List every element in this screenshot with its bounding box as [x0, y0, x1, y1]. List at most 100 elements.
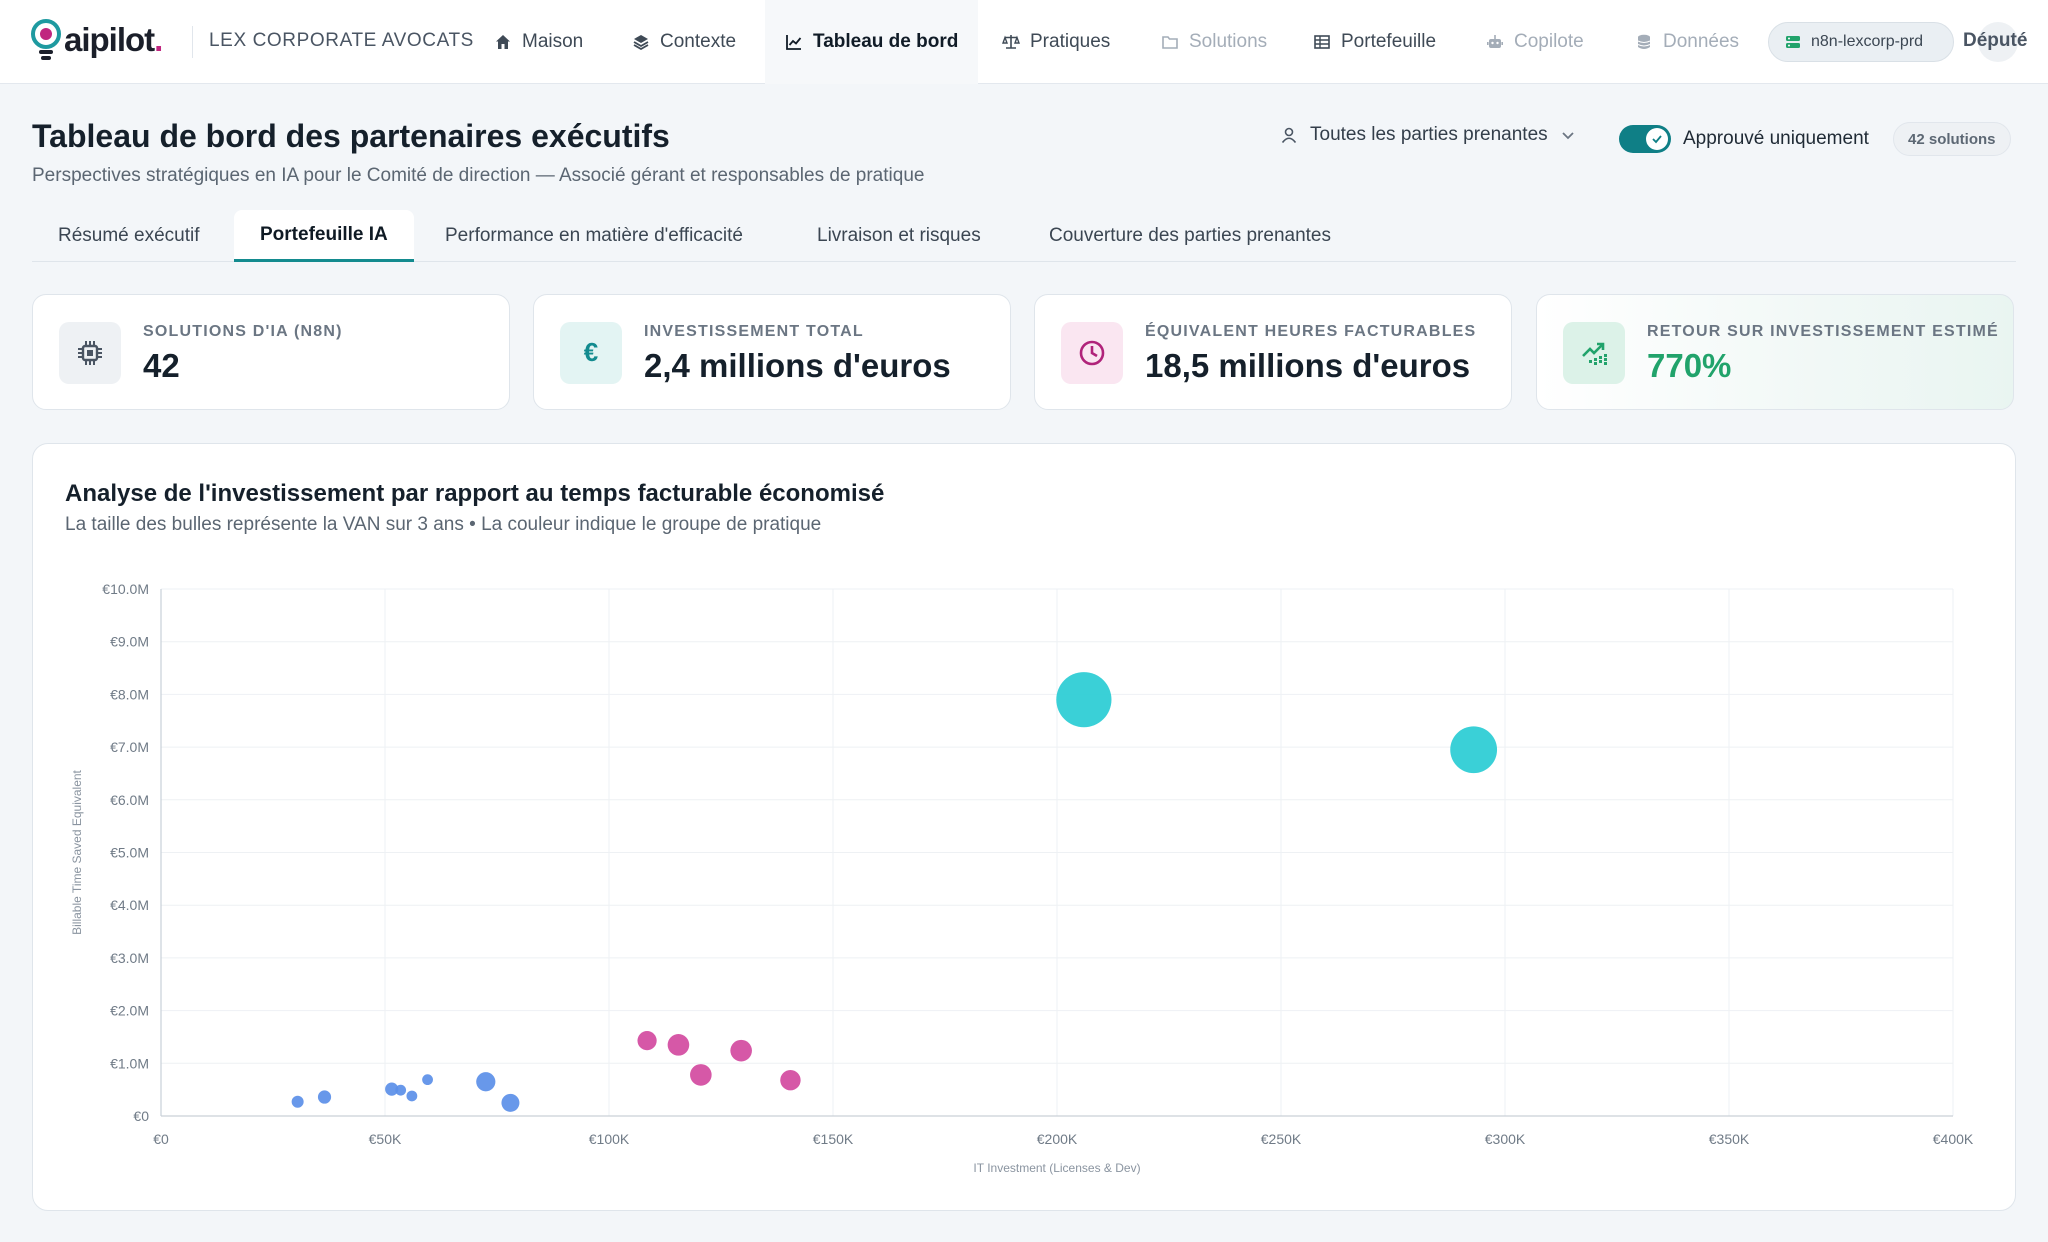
bubble-point — [501, 1093, 520, 1112]
tab-performance-efficacite[interactable]: Performance en matière d'efficacité — [445, 225, 743, 246]
bubble-point — [637, 1031, 657, 1051]
x-tick-label: €0 — [153, 1131, 169, 1147]
bubble-point — [317, 1090, 332, 1104]
bubble-point — [730, 1039, 752, 1062]
stakeholder-filter-dropdown[interactable]: Toutes les parties prenantes — [1280, 124, 1576, 146]
environment-label: n8n-lexcorp-prd — [1811, 33, 1924, 50]
y-tick-label: €1.0M — [110, 1055, 149, 1071]
x-tick-label: €300K — [1485, 1131, 1526, 1147]
y-tick-label: €7.0M — [110, 739, 149, 755]
chart-subtitle: La taille des bulles représente la VAN s… — [65, 514, 822, 535]
chevron-down-icon — [1562, 132, 1574, 140]
cpu-icon — [59, 322, 121, 384]
x-tick-label: €250K — [1261, 1131, 1302, 1147]
logo-wordmark: aipilot. — [64, 21, 163, 58]
kpi-value: 2,4 millions d'euros — [644, 347, 951, 384]
y-tick-label: €5.0M — [110, 845, 149, 861]
scale-icon — [1002, 35, 1020, 49]
bubble-point — [385, 1082, 399, 1096]
x-tick-label: €350K — [1709, 1131, 1750, 1147]
kpi-value: 42 — [143, 347, 180, 384]
y-tick-label: €3.0M — [110, 950, 149, 966]
solutions-count-badge: 42 solutions — [1893, 122, 2011, 156]
svg-text:€: € — [584, 338, 598, 367]
chart-line-icon — [786, 35, 802, 50]
investment-vs-billable-chart-card: Analyse de l'investissement par rapport … — [32, 443, 2016, 1211]
y-tick-label: €9.0M — [110, 634, 149, 650]
y-tick-label: €2.0M — [110, 1003, 149, 1019]
kpi-card-heures-facturables: ÉQUIVALENT HEURES FACTURABLES 18,5 milli… — [1034, 294, 1512, 410]
tab-livraison-risques[interactable]: Livraison et risques — [817, 225, 981, 246]
bubble-point — [690, 1064, 712, 1086]
y-tick-label: €10.0M — [102, 581, 149, 597]
brand-logo[interactable]: aipilot. — [30, 18, 163, 62]
bubble-point — [780, 1069, 801, 1091]
lightbulb-logo-icon — [30, 18, 62, 62]
environment-selector[interactable]: n8n-lexcorp-prd — [1768, 22, 1954, 62]
kpi-card-investissement: € INVESTISSEMENT TOTAL 2,4 millions d'eu… — [533, 294, 1011, 410]
server-icon — [1786, 36, 1800, 48]
nav-item-donnees[interactable]: Données — [1635, 0, 1739, 84]
x-tick-label: €50K — [369, 1131, 402, 1147]
y-tick-label: €0 — [133, 1108, 149, 1124]
kpi-label: RETOUR SUR INVESTISSEMENT ESTIMÉ — [1647, 323, 1999, 340]
kpi-label: INVESTISSEMENT TOTAL — [644, 323, 864, 340]
bubble-point — [406, 1090, 418, 1102]
database-icon — [1637, 34, 1651, 49]
home-icon — [496, 35, 510, 49]
tab-portefeuille-ia[interactable]: Portefeuille IA — [234, 210, 414, 262]
y-axis-title: Billable Time Saved Equivalent — [70, 769, 84, 934]
kpi-label: SOLUTIONS D'IA (N8N) — [143, 323, 343, 340]
nav-item-portefeuille[interactable]: Portefeuille — [1313, 0, 1436, 84]
kpi-label: ÉQUIVALENT HEURES FACTURABLES — [1145, 323, 1477, 340]
chart-title: Analyse de l'investissement par rapport … — [65, 480, 885, 507]
robot-icon — [1487, 35, 1503, 48]
folder-icon — [1162, 36, 1178, 49]
x-tick-label: €400K — [1933, 1131, 1974, 1147]
nav-item-maison[interactable]: Maison — [494, 0, 583, 84]
tab-couverture-parties-prenantes[interactable]: Couverture des parties prenantes — [1049, 225, 1331, 246]
euro-icon: € — [560, 322, 622, 384]
trend-up-icon — [1563, 322, 1625, 384]
brand-divider — [192, 26, 193, 58]
nav-item-solutions[interactable]: Solutions — [1161, 0, 1267, 84]
y-tick-label: €4.0M — [110, 897, 149, 913]
x-tick-label: €200K — [1037, 1131, 1078, 1147]
x-axis-title: IT Investment (Licenses & Dev) — [973, 1161, 1140, 1175]
tab-resume-executif[interactable]: Résumé exécutif — [58, 225, 200, 246]
y-tick-label: €8.0M — [110, 686, 149, 702]
bubble-chart: €0 €50K €100K €150K €200K €250K €300K €350K €400… — [70, 581, 1974, 1175]
x-tick-label: €100K — [589, 1131, 630, 1147]
stakeholder-filter-label: Toutes les parties prenantes — [1310, 124, 1548, 145]
nav-item-tableau-de-bord[interactable]: Tableau de bord — [765, 0, 979, 84]
user-role-label[interactable]: Député — [1963, 30, 2028, 51]
bubble-point — [476, 1072, 496, 1092]
bubble-point — [395, 1084, 407, 1096]
layers-icon — [633, 35, 649, 51]
approved-only-label: Approuvé uniquement — [1683, 128, 1869, 149]
table-icon — [1314, 35, 1330, 49]
clock-icon — [1061, 322, 1123, 384]
page-title: Tableau de bord des partenaires exécutif… — [32, 118, 670, 154]
approved-only-toggle[interactable] — [1619, 125, 1671, 153]
bubble-point — [1056, 672, 1112, 728]
bubble-point — [1450, 726, 1498, 774]
nav-item-copilote[interactable]: Copilote — [1486, 0, 1584, 84]
y-tick-label: €6.0M — [110, 792, 149, 808]
kpi-value: 770% — [1647, 347, 1732, 384]
user-avatar[interactable] — [1978, 22, 2018, 62]
nav-item-pratiques[interactable]: Pratiques — [1002, 0, 1110, 84]
kpi-value: 18,5 millions d'euros — [1145, 347, 1471, 384]
bubble-point — [667, 1034, 690, 1056]
nav-item-contexte[interactable]: Contexte — [632, 0, 736, 84]
top-navigation-bar: aipilot. LEX CORPORATE AVOCATS Maison Co… — [0, 0, 2048, 84]
dashboard-tabs: Résumé exécutif Portefeuille IA Performa… — [32, 210, 2016, 262]
toggle-knob — [1646, 128, 1668, 150]
check-icon — [1652, 135, 1662, 144]
kpi-card-solutions: SOLUTIONS D'IA (N8N) 42 — [32, 294, 510, 410]
page-subtitle: Perspectives stratégiques en IA pour le … — [32, 165, 925, 186]
user-icon — [1281, 127, 1297, 144]
kpi-card-roi: RETOUR SUR INVESTISSEMENT ESTIMÉ 770% — [1536, 294, 2014, 410]
bubble-point — [422, 1074, 433, 1086]
x-tick-label: €150K — [813, 1131, 854, 1147]
